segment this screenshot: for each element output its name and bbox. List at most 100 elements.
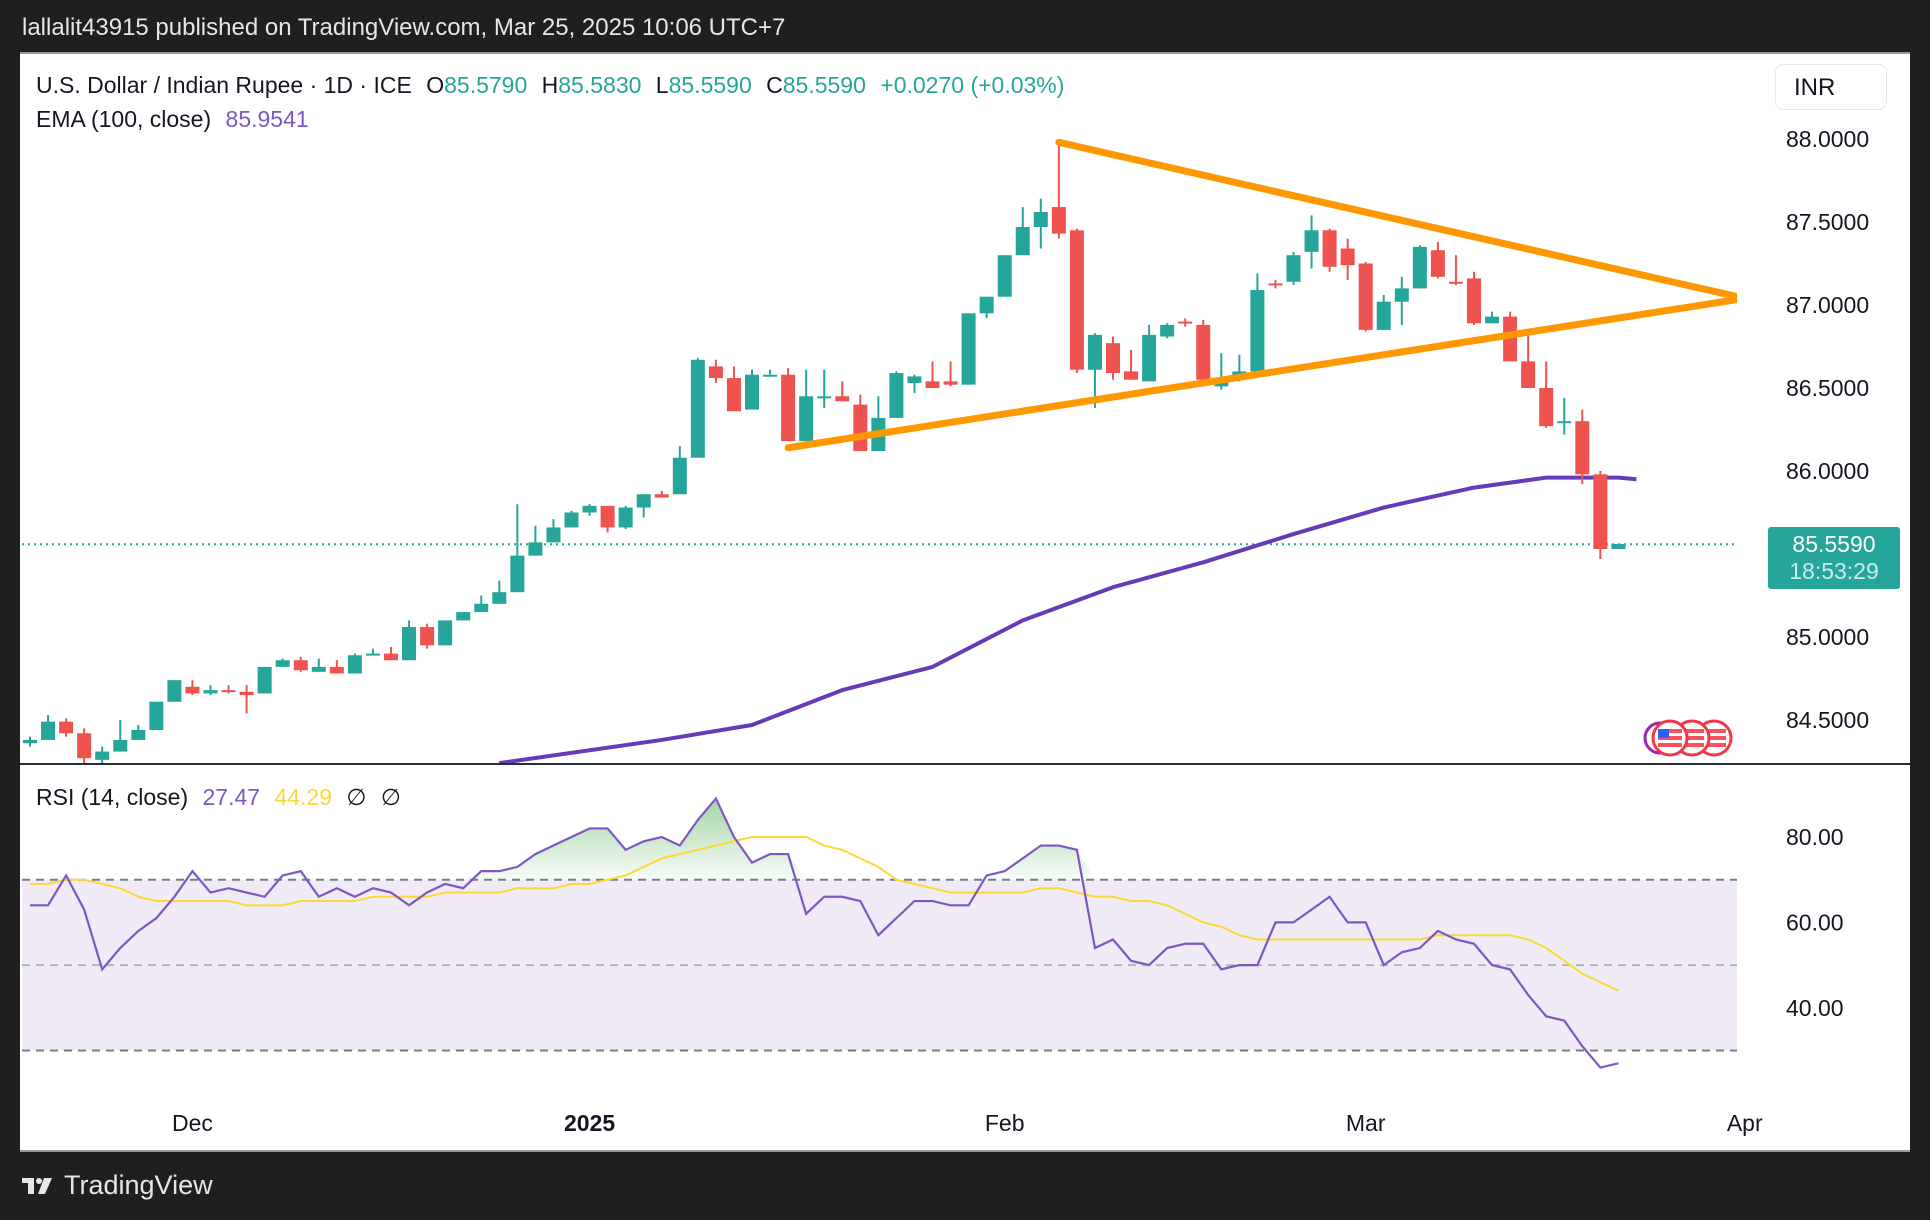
candle[interactable] (745, 369, 759, 410)
candle[interactable] (799, 369, 814, 442)
candle[interactable] (582, 504, 597, 516)
candle[interactable] (925, 361, 940, 388)
candle[interactable] (257, 666, 272, 694)
symbol-legend[interactable]: U.S. Dollar / Indian Rupee · 1D · ICE O8… (36, 72, 1072, 99)
candle[interactable] (546, 519, 561, 543)
price-axis[interactable]: 88.0000 87.5000 87.0000 86.5000 86.0000 85.00… (1786, 126, 1869, 733)
candle[interactable] (347, 653, 362, 674)
candle[interactable] (1160, 323, 1175, 339)
candle[interactable] (1521, 333, 1536, 388)
candle[interactable] (600, 505, 615, 533)
candle[interactable] (690, 358, 705, 458)
candle[interactable] (1575, 409, 1590, 485)
candle[interactable] (817, 369, 832, 408)
candle[interactable] (203, 685, 218, 696)
candle[interactable] (1394, 276, 1409, 325)
price-pane[interactable] (22, 138, 1745, 766)
candle[interactable] (113, 720, 128, 752)
candle[interactable] (1268, 280, 1283, 289)
rsi-axis[interactable]: 80.00 60.00 40.00 (1786, 824, 1844, 1021)
candle[interactable] (1087, 333, 1102, 408)
candle[interactable] (365, 648, 380, 656)
candle[interactable] (781, 368, 796, 442)
candle[interactable] (1430, 241, 1445, 279)
candle[interactable] (77, 728, 92, 766)
candle[interactable] (961, 313, 976, 385)
candle[interactable] (384, 646, 398, 661)
candle[interactable] (528, 525, 543, 556)
candle[interactable] (997, 255, 1012, 297)
candle[interactable] (1106, 336, 1120, 380)
triangle-lower-trendline[interactable] (784, 296, 1745, 452)
candle[interactable] (1142, 324, 1157, 382)
candle[interactable] (239, 685, 254, 714)
candle[interactable] (907, 374, 922, 393)
candle[interactable] (402, 620, 417, 661)
candle[interactable] (1124, 349, 1139, 380)
candle[interactable] (59, 718, 74, 737)
candle[interactable] (1611, 544, 1626, 550)
candle[interactable] (708, 359, 723, 384)
candle[interactable] (221, 685, 236, 694)
candle[interactable] (672, 446, 687, 495)
candle[interactable] (1467, 271, 1481, 325)
time-axis[interactable]: Dec 2025 Feb Mar Apr (172, 1110, 1763, 1136)
candle[interactable] (23, 736, 37, 747)
candle[interactable] (438, 620, 453, 646)
candle[interactable] (853, 394, 868, 452)
candle[interactable] (1376, 295, 1391, 330)
tradingview-logo[interactable]: TradingView (22, 1170, 213, 1201)
currency-button[interactable]: INR (1775, 64, 1887, 110)
candle[interactable] (1340, 238, 1355, 281)
candle[interactable] (510, 504, 525, 593)
candle[interactable] (871, 396, 886, 452)
candle[interactable] (474, 595, 489, 613)
candle[interactable] (564, 510, 579, 528)
candle[interactable] (41, 715, 56, 740)
candle[interactable] (1196, 319, 1211, 384)
candle[interactable] (1593, 471, 1608, 559)
candle[interactable] (1178, 318, 1193, 327)
candle[interactable] (293, 656, 308, 672)
candle[interactable] (456, 612, 471, 621)
ema-legend[interactable]: EMA (100, close) 85.9541 (36, 106, 317, 133)
candle[interactable] (1539, 361, 1554, 428)
candle[interactable] (185, 680, 200, 696)
candle[interactable] (1250, 273, 1265, 372)
candle[interactable] (636, 494, 651, 518)
triangle-upper-trendline[interactable] (1055, 138, 1745, 301)
candle[interactable] (420, 623, 435, 649)
candle[interactable] (1015, 207, 1030, 256)
candle[interactable] (1322, 228, 1337, 272)
candle[interactable] (492, 580, 507, 604)
candle[interactable] (763, 369, 778, 377)
candle[interactable] (131, 724, 146, 740)
candle[interactable] (726, 366, 741, 412)
candle[interactable] (1069, 228, 1084, 374)
candle[interactable] (149, 701, 164, 730)
candle[interactable] (1304, 215, 1319, 269)
candle[interactable] (654, 490, 669, 498)
candle[interactable] (275, 658, 290, 667)
candle[interactable] (889, 371, 904, 418)
candle[interactable] (1051, 142, 1066, 239)
candle[interactable] (618, 505, 633, 530)
candle[interactable] (835, 381, 850, 402)
candle[interactable] (943, 361, 958, 387)
rsi-pane[interactable] (22, 796, 1737, 1069)
candle[interactable] (1033, 198, 1048, 249)
event-icons[interactable] (1643, 719, 1733, 757)
rsi-legend[interactable]: RSI (14, close) 27.47 44.29 ∅ ∅ (36, 784, 409, 811)
candle[interactable] (167, 680, 182, 702)
candle[interactable] (979, 296, 994, 319)
candle[interactable] (1485, 311, 1500, 324)
candle[interactable] (1448, 255, 1463, 286)
candle[interactable] (311, 658, 326, 672)
candle[interactable] (329, 660, 344, 674)
candle[interactable] (1412, 245, 1427, 289)
us-flag-icon[interactable] (1651, 719, 1689, 757)
candle[interactable] (1286, 251, 1301, 286)
candle[interactable] (1358, 261, 1373, 332)
candle[interactable] (1557, 397, 1572, 435)
